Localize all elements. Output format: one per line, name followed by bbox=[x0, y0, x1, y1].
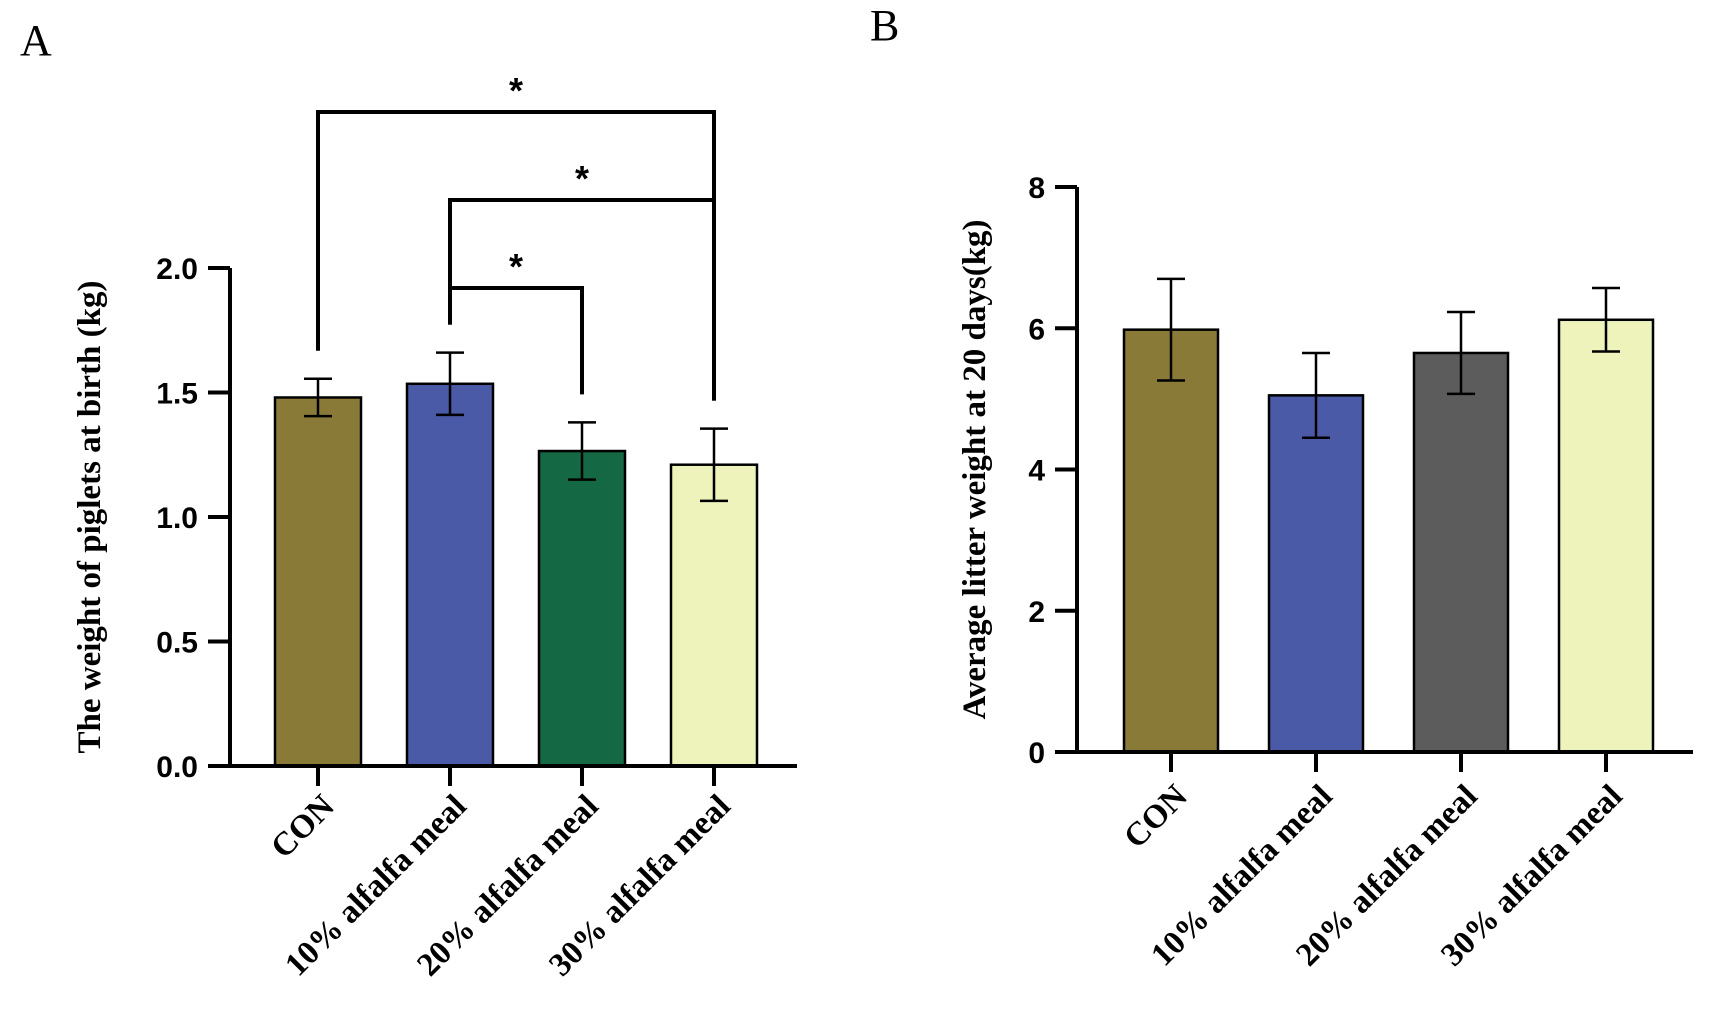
significance-bracket bbox=[448, 286, 584, 395]
significance-star: * bbox=[509, 70, 523, 111]
y-axis-title: Average litter weight at 20 days(kg) bbox=[957, 219, 993, 719]
panel-label: A bbox=[20, 16, 52, 65]
y-tick-label: 4 bbox=[1028, 455, 1045, 488]
x-tick-label: CON bbox=[264, 788, 341, 865]
bar bbox=[537, 449, 627, 768]
bar bbox=[1267, 394, 1365, 754]
significance-star: * bbox=[575, 158, 589, 199]
significance-bracket bbox=[448, 198, 716, 401]
y-tick-label: 2.0 bbox=[156, 253, 198, 286]
bar bbox=[1122, 328, 1220, 754]
bar bbox=[669, 463, 759, 768]
y-tick-label: 0.0 bbox=[156, 751, 198, 784]
panel-label: B bbox=[870, 1, 899, 50]
y-tick-label: 1.5 bbox=[156, 378, 198, 411]
y-tick-label: 1.0 bbox=[156, 502, 198, 535]
bar bbox=[405, 382, 495, 768]
y-axis-title: The weight of piglets at birth (kg) bbox=[72, 281, 108, 754]
significance-star: * bbox=[509, 246, 523, 287]
y-tick-label: 0 bbox=[1028, 737, 1045, 770]
bar bbox=[1557, 318, 1655, 754]
y-tick-label: 8 bbox=[1028, 172, 1045, 205]
bar bbox=[1412, 351, 1510, 754]
y-tick-label: 2 bbox=[1028, 596, 1045, 629]
bar bbox=[273, 396, 363, 768]
x-tick-label: CON bbox=[1117, 778, 1194, 855]
y-tick-label: 0.5 bbox=[156, 627, 198, 660]
y-tick-label: 6 bbox=[1028, 313, 1045, 346]
